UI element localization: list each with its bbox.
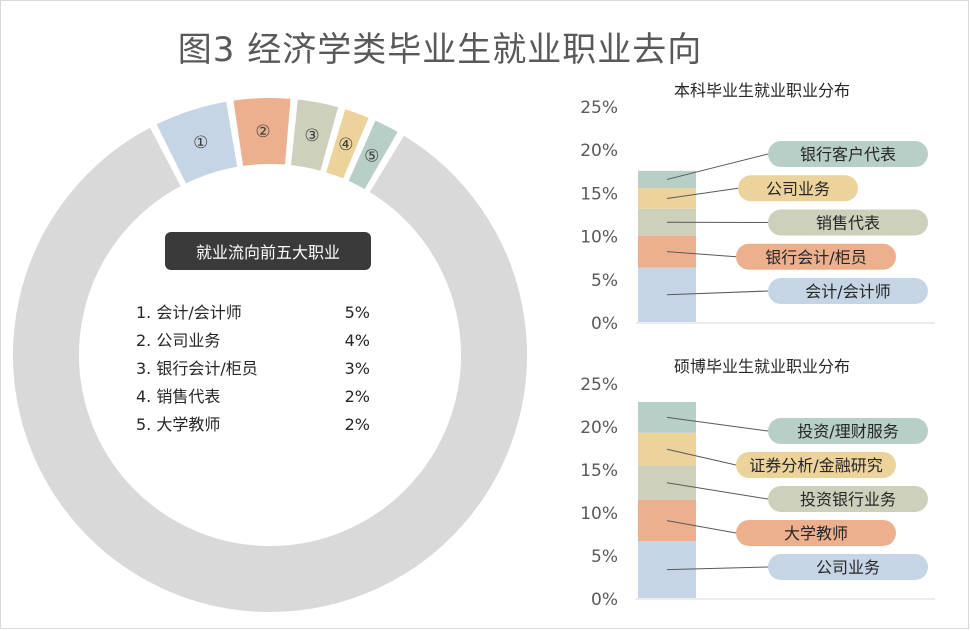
bachelor-label-3: 销售代表	[816, 214, 880, 233]
graduate-label-box-5	[768, 418, 928, 444]
donut-slice-marker-1: ①	[193, 133, 208, 153]
graduate-leader-5	[666, 416, 769, 432]
donut-list-value-4: 2%	[345, 387, 370, 406]
graduate-leader-3	[666, 482, 769, 500]
donut-list-name-1: 1. 会计/会计师	[136, 303, 242, 322]
bachelor-tick-3: 10%	[580, 228, 618, 248]
donut-list-value-5: 2%	[345, 415, 370, 434]
bachelor-leader-4	[666, 187, 739, 199]
graduate-label-2: 大学教师	[784, 524, 848, 543]
graduate-label-5: 投资/理财服务	[797, 422, 898, 441]
bachelor-label-box-5	[768, 141, 928, 167]
graduate-tick-1: 20%	[580, 418, 618, 438]
bachelor-leader-1	[666, 290, 769, 296]
donut-markers: ① ② ③ ④⑤	[193, 122, 379, 166]
bachelor-label-box-3	[768, 209, 928, 236]
bachelor-tick-1: 20%	[580, 141, 618, 161]
bachelor-tick-2: 15%	[580, 184, 618, 204]
graduate-chart-title: 硕博毕业生就业职业分布	[674, 357, 850, 376]
bachelor-leader-5	[666, 153, 769, 180]
graduate-label-3: 投资银行业务	[800, 490, 896, 509]
donut-slice-4	[323, 106, 372, 182]
donut-list: 1. 会计/会计师 5% 2. 公司业务 4% 3. 银行会计/柜员 3% 4. 销售代表 2…	[136, 303, 370, 434]
graduate-tick-5: 0%	[591, 590, 618, 610]
bachelor-label-4: 公司业务	[766, 179, 830, 198]
bachelor-leader-2	[666, 251, 737, 258]
donut-slice-other	[11, 125, 529, 614]
graduate-label-box-3	[768, 486, 928, 512]
graduate-leader-4	[666, 448, 737, 466]
bachelor-label-box-2	[736, 243, 896, 270]
bachelor-label-box-1	[768, 278, 928, 304]
graduate-tick-4: 5%	[591, 547, 618, 567]
donut-list-value-3: 3%	[345, 359, 370, 378]
donut-list-name-3: 3. 银行会计/柜员	[136, 359, 258, 378]
chart-title: 图3 经济学类毕业生就业职业去向	[177, 30, 703, 70]
bachelor-label-1: 会计/会计师	[805, 282, 890, 301]
bachelor-tick-5: 0%	[591, 314, 618, 334]
graduate-label-4: 证券分析/金融研究	[749, 456, 882, 475]
graduate-leader-1	[666, 566, 769, 571]
donut-header-box	[165, 232, 371, 270]
donut-list-name-5: 5. 大学教师	[136, 415, 220, 434]
donut-list-name-4: 4. 销售代表	[136, 387, 220, 406]
graduate-leader-2	[666, 520, 737, 534]
donut-slices	[11, 96, 529, 614]
donut-slice-1	[153, 99, 240, 187]
graduate-tick-0: 25%	[580, 375, 618, 395]
donut-slice-5	[345, 117, 401, 192]
donut-slice-marker-5: ⑤	[364, 146, 379, 166]
donut-slice-3	[288, 97, 341, 174]
graduate-label-box-4	[736, 452, 896, 478]
donut-list-name-2: 2. 公司业务	[136, 331, 220, 350]
bachelor-label-2: 银行会计/柜员	[765, 248, 866, 267]
donut-list-value-1: 5%	[345, 303, 370, 322]
bachelor-label-box-4	[738, 175, 858, 202]
graduate-label-1: 公司业务	[816, 558, 880, 577]
donut-slice-marker-4: ④	[338, 135, 353, 155]
bachelor-label-5: 银行客户代表	[800, 145, 896, 164]
bachelor-tick-0: 25%	[580, 98, 618, 118]
donut-slice-2	[231, 96, 293, 169]
bachelor-chart-title: 本科毕业生就业职业分布	[674, 81, 850, 100]
graduate-tick-3: 10%	[580, 504, 618, 524]
donut-list-value-2: 4%	[345, 331, 370, 350]
graduate-tick-2: 15%	[580, 461, 618, 481]
donut-slice-marker-3: ③	[304, 126, 319, 146]
donut-slice-marker-2: ②	[255, 122, 270, 142]
bachelor-tick-4: 5%	[591, 271, 618, 291]
graduate-label-box-2	[736, 520, 896, 546]
donut-header: 就业流向前五大职业	[196, 243, 340, 262]
graduate-label-box-1	[768, 554, 928, 580]
